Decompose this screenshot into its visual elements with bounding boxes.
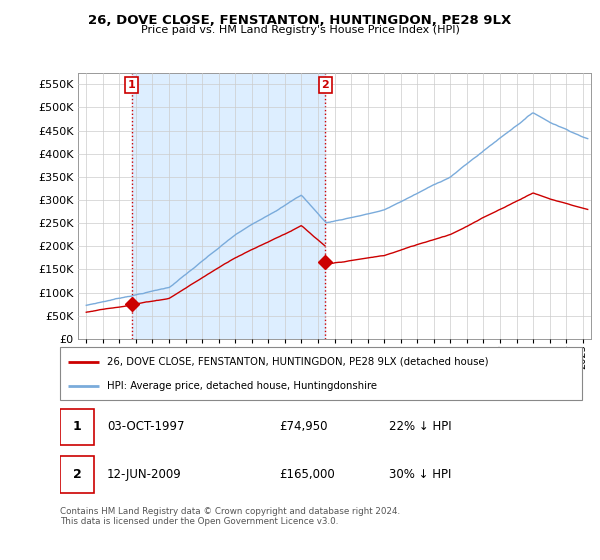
Text: 26, DOVE CLOSE, FENSTANTON, HUNTINGDON, PE28 9LX: 26, DOVE CLOSE, FENSTANTON, HUNTINGDON, … (88, 14, 512, 27)
Text: 22% ↓ HPI: 22% ↓ HPI (389, 421, 451, 433)
Text: 26, DOVE CLOSE, FENSTANTON, HUNTINGDON, PE28 9LX (detached house): 26, DOVE CLOSE, FENSTANTON, HUNTINGDON, … (107, 357, 488, 367)
Text: 12-JUN-2009: 12-JUN-2009 (107, 468, 182, 481)
Text: 30% ↓ HPI: 30% ↓ HPI (389, 468, 451, 481)
FancyBboxPatch shape (60, 409, 94, 445)
Text: HPI: Average price, detached house, Huntingdonshire: HPI: Average price, detached house, Hunt… (107, 381, 377, 391)
Text: £74,950: £74,950 (279, 421, 328, 433)
Text: Price paid vs. HM Land Registry's House Price Index (HPI): Price paid vs. HM Land Registry's House … (140, 25, 460, 35)
Text: 03-OCT-1997: 03-OCT-1997 (107, 421, 184, 433)
FancyBboxPatch shape (60, 456, 94, 493)
Text: 1: 1 (128, 80, 136, 90)
Bar (132, 73, 325, 339)
Text: 1: 1 (73, 421, 82, 433)
FancyBboxPatch shape (60, 347, 582, 400)
Text: Contains HM Land Registry data © Crown copyright and database right 2024.
This d: Contains HM Land Registry data © Crown c… (60, 507, 400, 526)
Text: 2: 2 (322, 80, 329, 90)
Text: £165,000: £165,000 (279, 468, 335, 481)
Text: 2: 2 (73, 468, 82, 481)
